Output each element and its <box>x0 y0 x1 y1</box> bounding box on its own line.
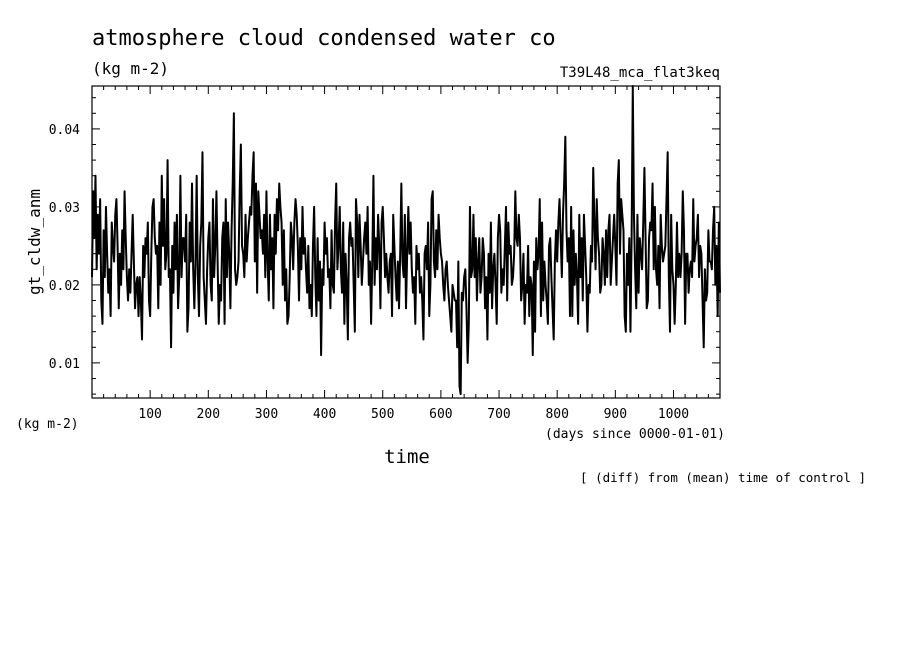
y-tick-label: 0.01 <box>49 357 80 372</box>
series-line <box>91 85 721 396</box>
y-tick-label: 0.04 <box>49 123 80 138</box>
units-label: (kg m-2) <box>92 59 169 78</box>
x-tick-label: 1000 <box>658 407 689 422</box>
footnote: [ (diff) from (mean) time of control ] <box>580 470 866 485</box>
x-tick-label: 600 <box>429 407 452 422</box>
x-tick-label: 400 <box>313 407 336 422</box>
x-tick-label: 700 <box>487 407 510 422</box>
x-tick-label: 200 <box>197 407 220 422</box>
chart-title: atmosphere cloud condensed water co <box>92 26 556 51</box>
y-units-label: (kg m-2) <box>16 417 79 432</box>
x-tick-label: 900 <box>604 407 627 422</box>
y-tick-label: 0.02 <box>49 279 80 294</box>
x-tick-labels: 100 200 300 400 500 600 700 800 900 1000 <box>138 407 689 422</box>
experiment-label: T39L48_mca_flat3keq <box>560 65 720 81</box>
y-tick-label: 0.03 <box>49 201 80 216</box>
axis-ticks <box>92 86 720 398</box>
y-tick-labels: 0.01 0.02 0.03 0.04 <box>49 123 80 372</box>
x-units-label: (days since 0000-01-01) <box>545 427 725 442</box>
x-axis-label: time <box>384 446 430 468</box>
x-tick-label: 100 <box>138 407 161 422</box>
x-tick-label: 500 <box>371 407 394 422</box>
y-axis-label: gt_cldw_anm <box>25 189 44 295</box>
x-tick-label: 800 <box>545 407 568 422</box>
x-tick-label: 300 <box>255 407 278 422</box>
